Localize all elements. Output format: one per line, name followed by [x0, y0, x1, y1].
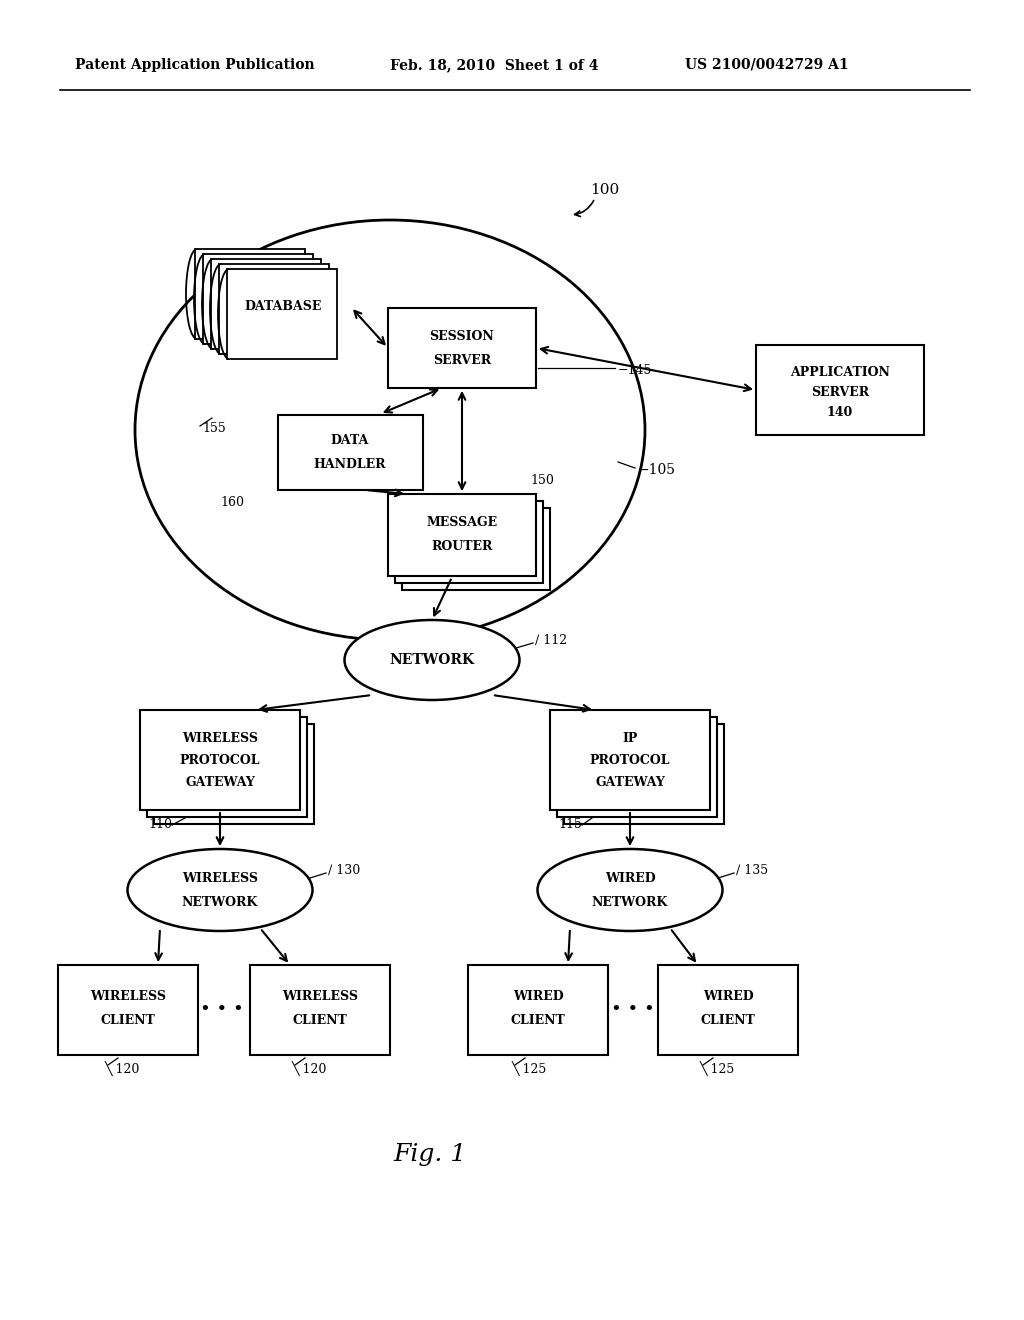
Text: ╲ 120: ╲ 120	[292, 1060, 328, 1076]
Text: CLIENT: CLIENT	[700, 1014, 756, 1027]
Bar	[402, 508, 550, 590]
Ellipse shape	[128, 849, 312, 931]
Bar	[756, 345, 924, 436]
Text: 160: 160	[220, 495, 244, 508]
Bar	[140, 710, 300, 810]
Text: 110: 110	[148, 818, 172, 832]
Text: Patent Application Publication: Patent Application Publication	[75, 58, 314, 73]
Bar	[154, 723, 314, 824]
Text: 140: 140	[826, 405, 853, 418]
Text: WIRED: WIRED	[702, 990, 754, 1002]
Bar	[278, 414, 423, 490]
Bar	[550, 710, 710, 810]
Text: ROUTER: ROUTER	[431, 540, 493, 553]
Bar	[195, 249, 305, 339]
Text: 155: 155	[202, 421, 225, 434]
Bar	[564, 723, 724, 824]
Bar	[395, 502, 543, 583]
Text: PROTOCOL: PROTOCOL	[180, 754, 260, 767]
Ellipse shape	[344, 620, 519, 700]
Text: NETWORK: NETWORK	[182, 895, 258, 908]
Text: NETWORK: NETWORK	[389, 653, 474, 667]
Text: ∕ 112: ∕ 112	[535, 634, 567, 647]
Text: WIRELESS: WIRELESS	[182, 731, 258, 744]
Text: WIRELESS: WIRELESS	[182, 871, 258, 884]
Text: MESSAGE: MESSAGE	[426, 516, 498, 529]
Bar	[658, 965, 798, 1055]
Bar	[203, 253, 313, 345]
Text: Feb. 18, 2010  Sheet 1 of 4: Feb. 18, 2010 Sheet 1 of 4	[390, 58, 598, 73]
Bar	[468, 965, 608, 1055]
Bar	[147, 717, 307, 817]
Text: SERVER: SERVER	[433, 354, 492, 367]
Bar	[250, 965, 390, 1055]
Text: HANDLER: HANDLER	[313, 458, 386, 470]
Text: −105: −105	[638, 463, 676, 477]
Text: −145: −145	[618, 363, 652, 376]
Text: WIRED: WIRED	[605, 871, 655, 884]
Bar	[557, 717, 717, 817]
Text: 115: 115	[558, 818, 582, 832]
Bar	[58, 965, 198, 1055]
Text: • • •: • • •	[200, 1001, 244, 1019]
Text: ∕ 135: ∕ 135	[736, 863, 768, 876]
Text: • • •: • • •	[611, 1001, 655, 1019]
Text: NETWORK: NETWORK	[592, 895, 668, 908]
Text: US 2100/0042729 A1: US 2100/0042729 A1	[685, 58, 849, 73]
Text: PROTOCOL: PROTOCOL	[590, 754, 671, 767]
Bar	[227, 269, 337, 359]
Text: WIRELESS: WIRELESS	[90, 990, 166, 1002]
Text: ╲ 125: ╲ 125	[700, 1060, 735, 1076]
Text: APPLICATION: APPLICATION	[791, 366, 890, 379]
Text: ╲ 120: ╲ 120	[105, 1060, 140, 1076]
Bar	[219, 264, 329, 354]
Text: Fig. 1: Fig. 1	[393, 1143, 467, 1167]
Bar	[388, 494, 536, 576]
Ellipse shape	[538, 849, 723, 931]
Bar	[388, 308, 536, 388]
Text: SESSION: SESSION	[430, 330, 495, 342]
Text: GATEWAY: GATEWAY	[185, 776, 255, 788]
Text: CLIENT: CLIENT	[100, 1014, 156, 1027]
Ellipse shape	[135, 220, 645, 640]
Text: CLIENT: CLIENT	[511, 1014, 565, 1027]
Text: GATEWAY: GATEWAY	[595, 776, 665, 788]
Text: IP: IP	[623, 731, 638, 744]
Text: 100: 100	[590, 183, 620, 197]
Text: SERVER: SERVER	[811, 385, 869, 399]
Text: WIRED: WIRED	[513, 990, 563, 1002]
Text: CLIENT: CLIENT	[293, 1014, 347, 1027]
Text: DATABASE: DATABASE	[245, 301, 322, 314]
Text: 150: 150	[530, 474, 554, 487]
Text: ∕ 130: ∕ 130	[328, 863, 360, 876]
Text: ╲ 125: ╲ 125	[512, 1060, 547, 1076]
Text: WIRELESS: WIRELESS	[282, 990, 358, 1002]
Text: DATA: DATA	[331, 433, 370, 446]
Bar	[211, 259, 321, 348]
